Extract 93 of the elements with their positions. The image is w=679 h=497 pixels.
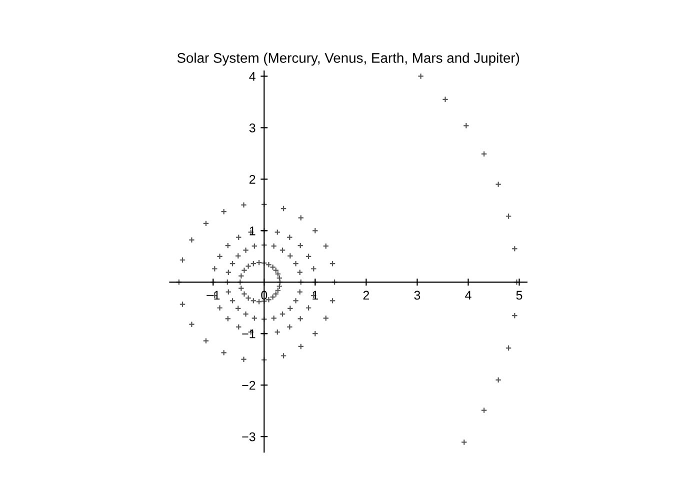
point	[296, 269, 304, 276]
point	[280, 352, 287, 359]
y-tick-label: −2	[242, 380, 256, 390]
point	[256, 259, 262, 266]
point	[279, 247, 286, 254]
point	[235, 234, 242, 241]
y-tick-label: −1	[242, 330, 256, 338]
point	[305, 304, 312, 312]
point	[272, 290, 280, 298]
point	[279, 310, 286, 318]
point	[216, 304, 223, 312]
point	[512, 312, 518, 319]
point	[329, 298, 336, 304]
point	[179, 256, 186, 264]
point	[225, 269, 232, 276]
point	[242, 247, 249, 254]
point	[179, 301, 186, 308]
point	[234, 305, 242, 312]
point	[296, 288, 304, 296]
point	[505, 344, 512, 352]
point	[188, 236, 195, 244]
point	[270, 315, 277, 322]
point	[220, 208, 227, 215]
point	[245, 294, 252, 302]
point	[310, 266, 317, 272]
point	[329, 260, 336, 267]
point	[280, 205, 287, 212]
point	[241, 290, 248, 298]
point	[287, 305, 294, 312]
point	[256, 298, 262, 305]
point	[312, 330, 318, 337]
y-tick-label: −3	[242, 432, 256, 442]
point	[460, 439, 468, 446]
y-tick-label: 4	[249, 72, 256, 81]
chart-title: Solar System (Mercury, Venus, Earth, Mars and Jupiter)	[177, 52, 520, 66]
point	[229, 298, 236, 304]
point	[238, 285, 244, 292]
point	[512, 246, 518, 252]
point	[220, 350, 227, 356]
point	[242, 310, 249, 318]
point	[270, 294, 276, 300]
point	[322, 242, 330, 250]
point	[292, 298, 299, 304]
point	[274, 229, 281, 236]
point	[240, 202, 247, 208]
point	[305, 253, 312, 260]
point	[442, 96, 448, 103]
point	[495, 376, 502, 384]
point	[251, 315, 258, 322]
x-tick-label: 5	[516, 290, 522, 300]
point	[270, 242, 277, 250]
point	[287, 252, 294, 260]
point	[480, 407, 488, 414]
y-tick-label: 2	[249, 174, 256, 184]
point	[480, 150, 488, 158]
point	[229, 260, 236, 267]
point	[224, 242, 232, 249]
point	[463, 122, 470, 129]
point	[276, 274, 283, 282]
point	[297, 242, 304, 249]
point	[240, 356, 247, 363]
point	[211, 266, 218, 272]
point	[202, 338, 210, 344]
point	[505, 213, 512, 220]
point	[234, 252, 242, 260]
point	[286, 234, 293, 241]
point	[216, 253, 223, 260]
point	[297, 316, 304, 322]
point	[322, 315, 330, 322]
point	[251, 242, 258, 250]
point	[224, 316, 232, 322]
point	[298, 343, 304, 350]
point	[286, 324, 293, 330]
point	[274, 270, 282, 278]
point	[225, 288, 232, 296]
point	[274, 328, 281, 336]
point	[188, 321, 195, 328]
point	[235, 324, 242, 330]
point	[312, 228, 318, 234]
x-tick-label: 4	[465, 290, 472, 300]
point	[418, 73, 424, 80]
point	[266, 261, 272, 268]
point	[270, 264, 276, 270]
point	[250, 298, 257, 304]
point	[298, 214, 304, 221]
point	[495, 181, 502, 188]
point	[272, 267, 280, 274]
x-tick-label: 2	[363, 290, 370, 300]
point	[292, 260, 299, 267]
point	[202, 220, 210, 227]
x-tick-label: 3	[414, 290, 420, 300]
y-tick-label: 3	[249, 124, 256, 132]
point	[274, 287, 282, 294]
